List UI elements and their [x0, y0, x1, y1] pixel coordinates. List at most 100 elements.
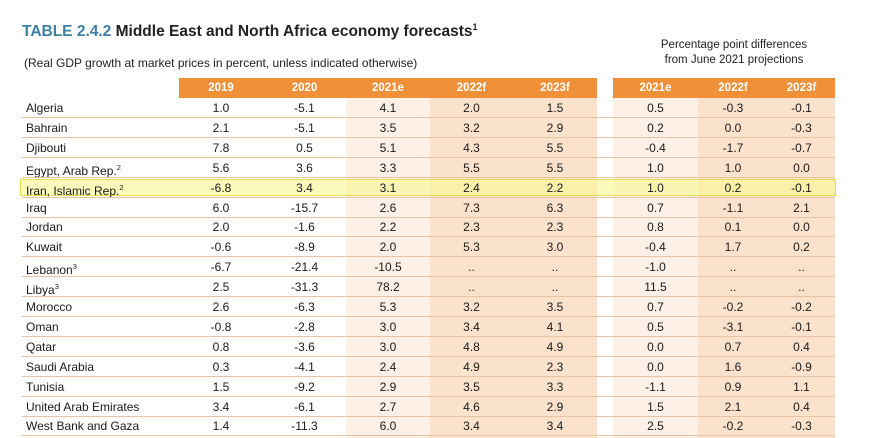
diff-cell-value: -1.7: [722, 140, 744, 155]
diff-cell-value: 0.7: [647, 300, 664, 314]
row-separator: [22, 196, 835, 198]
diff-cell-value: -0.9: [791, 359, 812, 374]
cell-value: -2.8: [294, 319, 315, 334]
cell-value: -6.3: [294, 300, 315, 314]
diff-cell-value: 0.5: [647, 319, 664, 334]
cell-value: 3.1: [379, 180, 397, 195]
diff-cell-value: 0.9: [724, 379, 742, 394]
row-separator: [22, 256, 835, 258]
footnote-marker: 3: [54, 282, 59, 292]
country-label: Jordan: [26, 220, 63, 235]
cell-value: 3.4: [212, 399, 230, 414]
cell-value: 0.8: [212, 339, 230, 354]
cell-value: -3.6: [294, 339, 315, 354]
row-separator: [22, 117, 835, 118]
cell-value: 3.2: [463, 120, 480, 135]
cell-value: -0.6: [210, 240, 232, 255]
table-row: Kuwait -0.6 -8.9 2.0 5.3 3.0 -0.4 1.7 0.2: [22, 237, 835, 258]
diff-cell-value: 0.5: [647, 101, 664, 115]
table-row: Egypt, Arab Rep.2 5.6 3.6 3.3 5.5 5.5 1.0 1.0 0.…: [22, 158, 835, 178]
country-label: Oman: [26, 319, 59, 334]
diff-cell-value: ..: [729, 280, 737, 295]
diff-cell-value: 0.0: [793, 220, 810, 235]
row-separator: [22, 395, 835, 397]
header-diff-2023f: 2023f: [786, 82, 817, 94]
header-2023f: 2023f: [540, 82, 570, 94]
country-label: United Arab Emirates: [26, 399, 140, 414]
diff-cell-value: ..: [798, 260, 805, 275]
footnote-marker: 2: [116, 162, 121, 172]
country-label: Libya: [26, 283, 55, 298]
country-label: Qatar: [26, 339, 57, 354]
cell-value: 2.0: [463, 101, 480, 115]
cell-value: 1.5: [546, 101, 564, 115]
cell-value: 4.8: [463, 339, 480, 354]
country-label: Saudi Arabia: [26, 359, 95, 374]
cell-value: -0.8: [210, 319, 232, 334]
row-country-name: Oman: [26, 317, 59, 337]
row-separator: [22, 375, 835, 377]
cell-value: 0.3: [212, 359, 230, 374]
row-country-name: Lebanon3: [26, 257, 77, 277]
cell-value: 0.5: [296, 140, 313, 155]
row-country-name: Djibouti: [26, 138, 66, 158]
diff-cell-value: 0.2: [647, 120, 664, 135]
cell-value: 2.0: [379, 240, 397, 255]
header-2020: 2020: [291, 82, 318, 94]
diff-cell-value: -0.3: [791, 419, 812, 434]
cell-value: -4.1: [294, 359, 315, 374]
diff-cell-value: -1.1: [722, 200, 744, 215]
cell-value: 4.6: [463, 399, 480, 414]
country-label: Tunisia: [26, 379, 65, 394]
cell-value: 5.1: [379, 140, 397, 155]
header-diff-2021e: 2021e: [639, 82, 672, 94]
cell-value: 1.0: [212, 101, 230, 115]
header-2019: 2019: [208, 82, 234, 94]
cell-value: -5.1: [294, 120, 315, 135]
cell-value: 2.3: [546, 359, 564, 374]
cell-value: 2.9: [546, 120, 564, 135]
cell-value: 4.1: [379, 101, 397, 115]
diff-cell-value: 0.1: [724, 220, 742, 235]
row-country-name: Algeria: [26, 98, 63, 118]
country-label: West Bank and Gaza: [26, 419, 140, 434]
cell-value: 5.3: [379, 300, 397, 314]
cell-value: -8.9: [294, 240, 315, 255]
footnote-marker: 3: [72, 262, 77, 272]
cell-value: 5.5: [463, 160, 480, 175]
cell-value: 3.3: [546, 379, 564, 394]
diff-cell-value: 2.1: [793, 200, 810, 215]
table-title-text: Middle East and North Africa economy for…: [115, 23, 473, 41]
cell-value: 3.6: [296, 160, 313, 175]
table-row: United Arab Emirates 3.4 -6.1 2.7 4.6 2.9 1.5 2…: [22, 397, 835, 417]
cell-value: 3.0: [379, 339, 397, 354]
cell-value: -5.1: [294, 101, 315, 115]
table-row: Qatar 0.8 -3.6 3.0 4.8 4.9 0.0 0.7 0.4: [22, 337, 835, 357]
cell-value: 2.4: [379, 359, 397, 374]
row-country-name: Iran, Islamic Rep.2: [26, 178, 124, 198]
table-row: Djibouti 7.8 0.5 5.1 4.3 5.5 -0.4 -1.7 -0.7: [22, 138, 835, 158]
diff-cell-value: 0.4: [793, 399, 810, 414]
row-separator: [22, 335, 835, 337]
country-label: Iraq: [26, 200, 47, 215]
cell-value: 2.7: [379, 399, 397, 414]
cell-value: 2.3: [463, 220, 480, 235]
diff-cell-value: -0.4: [645, 140, 666, 155]
diff-cell-value: 0.0: [647, 339, 664, 354]
diff-cell-value: 0.0: [647, 359, 664, 374]
country-label: Morocco: [26, 300, 73, 314]
diff-cell-value: 0.0: [724, 120, 742, 135]
shade-forecast-main: [430, 98, 597, 438]
cell-value: 7.3: [463, 200, 480, 215]
diff-cell-value: 0.2: [724, 180, 742, 195]
row-separator: [22, 296, 835, 298]
row-country-name: Bahrain: [26, 118, 67, 138]
cell-value: -10.5: [374, 260, 402, 275]
row-country-name: West Bank and Gaza: [26, 416, 139, 436]
diff-cell-value: 11.5: [644, 280, 667, 295]
cell-value: 3.2: [463, 300, 480, 314]
table-row: Bahrain 2.1 -5.1 3.5 3.2 2.9 0.2 0.0 -0.3: [22, 118, 835, 138]
row-separator: [22, 316, 835, 317]
header-diff-2022f: 2022f: [718, 82, 748, 94]
row-separator: [22, 136, 835, 138]
